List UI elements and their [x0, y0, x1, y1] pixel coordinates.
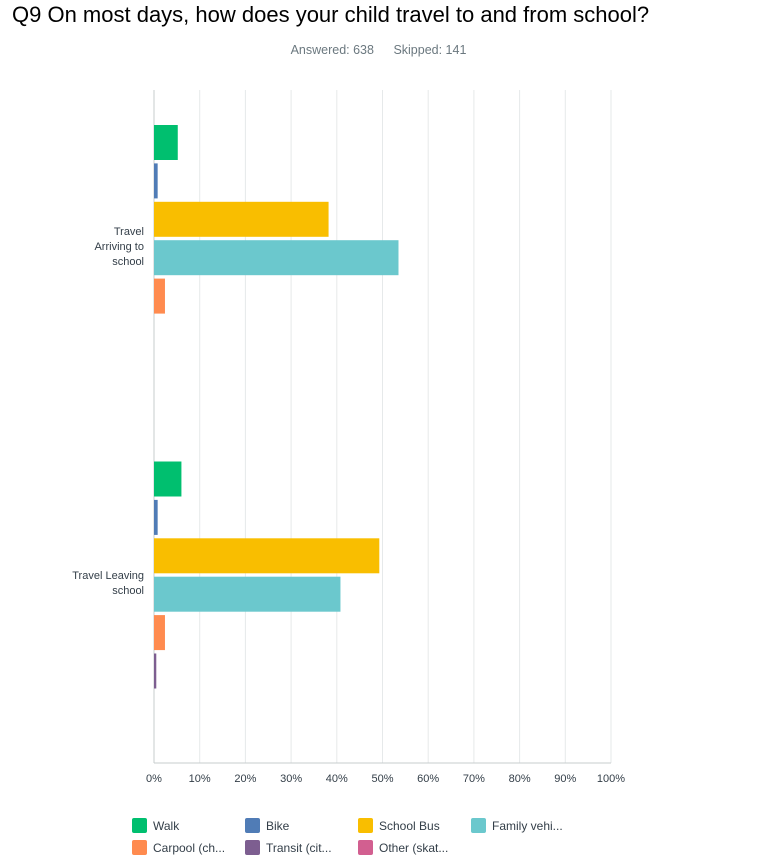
skipped-count: Skipped: 141	[393, 43, 467, 57]
bar-chart: 0% 10% 20% 30% 40% 50% 60% 70% 80% 90% 100%	[146, 90, 625, 785]
legend-label: Family vehi...	[492, 818, 563, 833]
bar-transit-cit	[154, 653, 157, 689]
bar-family-vehi	[154, 240, 399, 276]
legend-swatch	[132, 818, 147, 833]
answered-count: Answered: 638	[290, 43, 374, 57]
legend-swatch	[245, 818, 260, 833]
x-tick-label: 20%	[234, 773, 256, 785]
x-tick-label: 50%	[371, 773, 393, 785]
bar-carpool-ch	[154, 278, 165, 314]
legend-item[interactable]: Transit (cit...	[245, 840, 332, 855]
x-tick-label: 80%	[509, 773, 531, 785]
legend-label: Other (skat...	[379, 840, 449, 855]
legend-label: School Bus	[379, 818, 440, 833]
legend-label: Transit (cit...	[266, 840, 332, 855]
legend-label: Bike	[266, 818, 290, 833]
response-stats: Answered: 638 Skipped: 141	[0, 43, 757, 57]
bar-school-bus	[154, 538, 380, 574]
bar-bike	[154, 163, 158, 199]
bar-carpool-ch	[154, 615, 165, 651]
x-tick-label: 30%	[280, 773, 302, 785]
bar-family-vehi	[154, 576, 341, 612]
bar-bike	[154, 499, 158, 535]
legend-swatch	[245, 840, 260, 855]
category-label: Travel Leaving school	[72, 569, 144, 597]
legend-swatch	[358, 840, 373, 855]
legend-item[interactable]: Bike	[245, 818, 289, 833]
legend-label: Carpool (ch...	[153, 840, 226, 855]
category-label: Travel Arriving to school	[94, 225, 144, 268]
x-tick-label: 40%	[326, 773, 348, 785]
legend-swatch	[358, 818, 373, 833]
x-tick-label: 100%	[597, 773, 625, 785]
x-tick-label: 0%	[146, 773, 162, 785]
legend-item[interactable]: Other (skat...	[358, 840, 448, 855]
bar-walk	[154, 461, 182, 497]
legend-item[interactable]: Family vehi...	[471, 818, 563, 833]
legend-item[interactable]: Carpool (ch...	[132, 840, 225, 855]
x-tick-label: 10%	[189, 773, 211, 785]
x-tick-label: 70%	[463, 773, 485, 785]
question-title: Q9 On most days, how does your child tra…	[12, 2, 650, 27]
bar-walk	[154, 125, 178, 160]
x-tick-label: 90%	[554, 773, 576, 785]
legend-swatch	[471, 818, 486, 833]
bar-school-bus	[154, 201, 329, 237]
legend-item[interactable]: School Bus	[358, 818, 440, 833]
legend-swatch	[132, 840, 147, 855]
x-tick-label: 60%	[417, 773, 439, 785]
legend-item[interactable]: Walk	[132, 818, 179, 833]
legend-label: Walk	[153, 818, 180, 833]
